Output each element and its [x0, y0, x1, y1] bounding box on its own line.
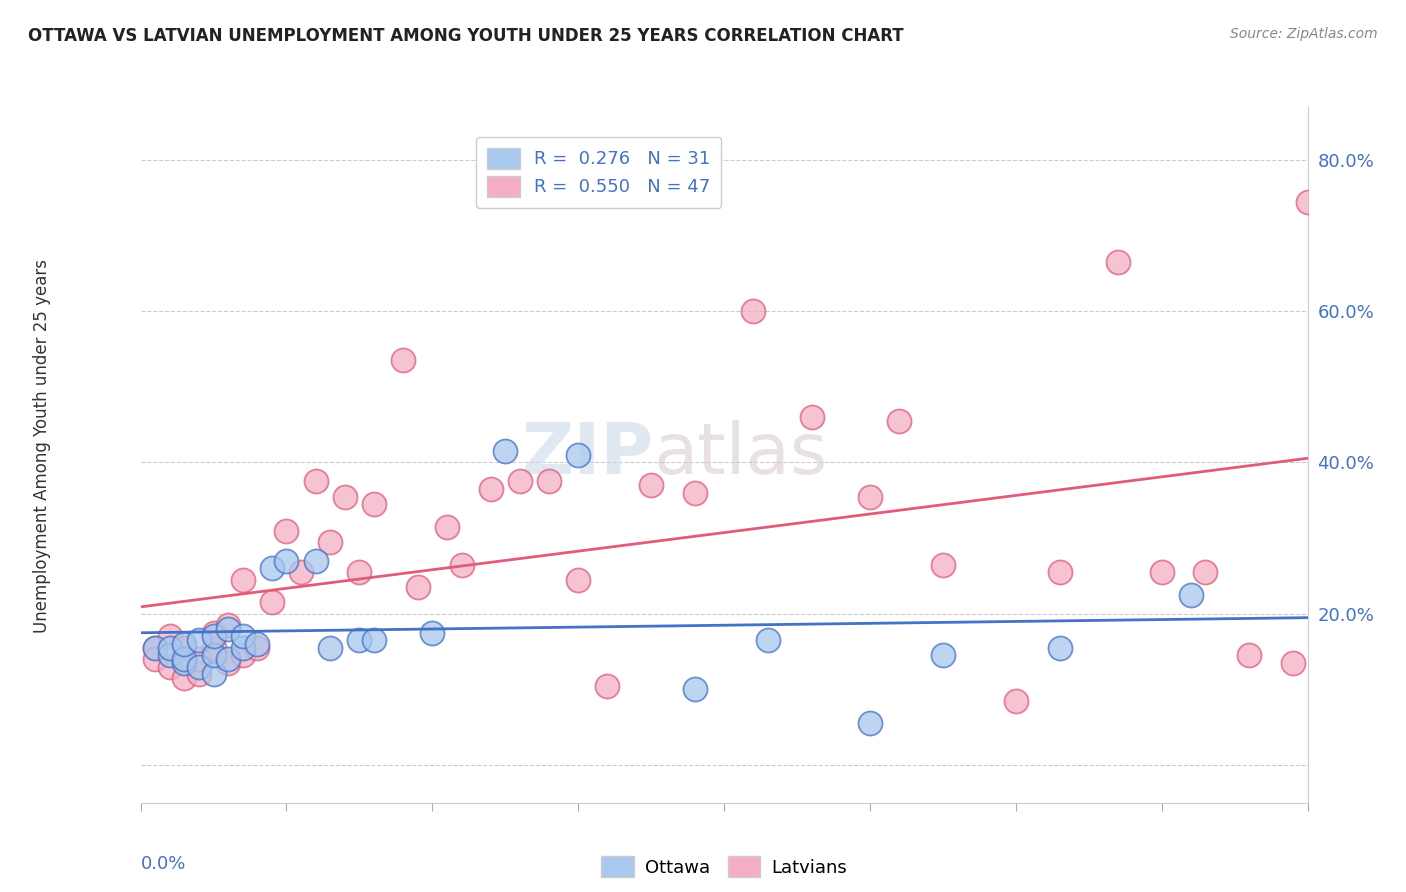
Point	[349, 633, 371, 648]
Point	[173, 652, 195, 666]
Point	[188, 659, 211, 673]
Point	[683, 682, 706, 697]
Point	[202, 625, 225, 640]
Point	[202, 667, 225, 681]
Point	[276, 554, 298, 568]
Point	[363, 633, 385, 648]
Point	[1296, 194, 1319, 209]
Point	[260, 595, 283, 609]
Point	[173, 656, 195, 670]
Point	[143, 640, 166, 655]
Point	[859, 490, 882, 504]
Point	[436, 520, 458, 534]
Point	[159, 640, 181, 655]
Point	[202, 629, 225, 643]
Point	[202, 640, 225, 655]
Text: Source: ZipAtlas.com: Source: ZipAtlas.com	[1230, 27, 1378, 41]
Point	[1180, 588, 1202, 602]
Point	[479, 482, 502, 496]
Point	[333, 490, 356, 504]
Point	[173, 671, 195, 685]
Point	[319, 640, 342, 655]
Point	[143, 640, 166, 655]
Text: OTTAWA VS LATVIAN UNEMPLOYMENT AMONG YOUTH UNDER 25 YEARS CORRELATION CHART: OTTAWA VS LATVIAN UNEMPLOYMENT AMONG YOU…	[28, 27, 904, 45]
Point	[1239, 648, 1261, 663]
Point	[232, 573, 254, 587]
Point	[363, 497, 385, 511]
Point	[494, 444, 516, 458]
Point	[173, 637, 195, 651]
Point	[1049, 640, 1071, 655]
Point	[889, 414, 911, 428]
Point	[537, 475, 560, 489]
Point	[217, 652, 239, 666]
Point	[567, 573, 589, 587]
Point	[349, 565, 371, 579]
Text: ZIP: ZIP	[522, 420, 654, 490]
Point	[246, 637, 269, 651]
Point	[756, 633, 779, 648]
Text: 0.0%: 0.0%	[141, 855, 186, 873]
Point	[567, 448, 589, 462]
Point	[232, 648, 254, 663]
Point	[143, 652, 166, 666]
Point	[188, 667, 211, 681]
Point	[406, 580, 429, 594]
Point	[276, 524, 298, 538]
Point	[202, 648, 225, 663]
Point	[1194, 565, 1216, 579]
Point	[217, 656, 239, 670]
Point	[640, 478, 662, 492]
Point	[246, 640, 269, 655]
Point	[932, 558, 955, 572]
Point	[217, 622, 239, 636]
Point	[159, 629, 181, 643]
Point	[188, 633, 211, 648]
Point	[450, 558, 472, 572]
Point	[173, 640, 195, 655]
Point	[260, 561, 283, 575]
Point	[683, 485, 706, 500]
Point	[159, 648, 181, 663]
Point	[509, 475, 531, 489]
Point	[232, 640, 254, 655]
Point	[932, 648, 955, 663]
Point	[304, 554, 326, 568]
Point	[742, 304, 765, 318]
Point	[800, 410, 823, 425]
Text: atlas: atlas	[654, 420, 828, 490]
Point	[159, 659, 181, 673]
Point	[859, 716, 882, 731]
Point	[232, 629, 254, 643]
Text: Unemployment Among Youth under 25 years: Unemployment Among Youth under 25 years	[34, 259, 51, 633]
Point	[1049, 565, 1071, 579]
Point	[1004, 694, 1026, 708]
Point	[304, 475, 326, 489]
Point	[290, 565, 312, 579]
Point	[319, 534, 342, 549]
Point	[1282, 656, 1305, 670]
Point	[1150, 565, 1173, 579]
Point	[422, 625, 444, 640]
Point	[596, 679, 619, 693]
Point	[392, 353, 415, 368]
Point	[188, 652, 211, 666]
Legend: Ottawa, Latvians: Ottawa, Latvians	[595, 849, 853, 884]
Point	[217, 618, 239, 632]
Point	[1107, 255, 1129, 269]
